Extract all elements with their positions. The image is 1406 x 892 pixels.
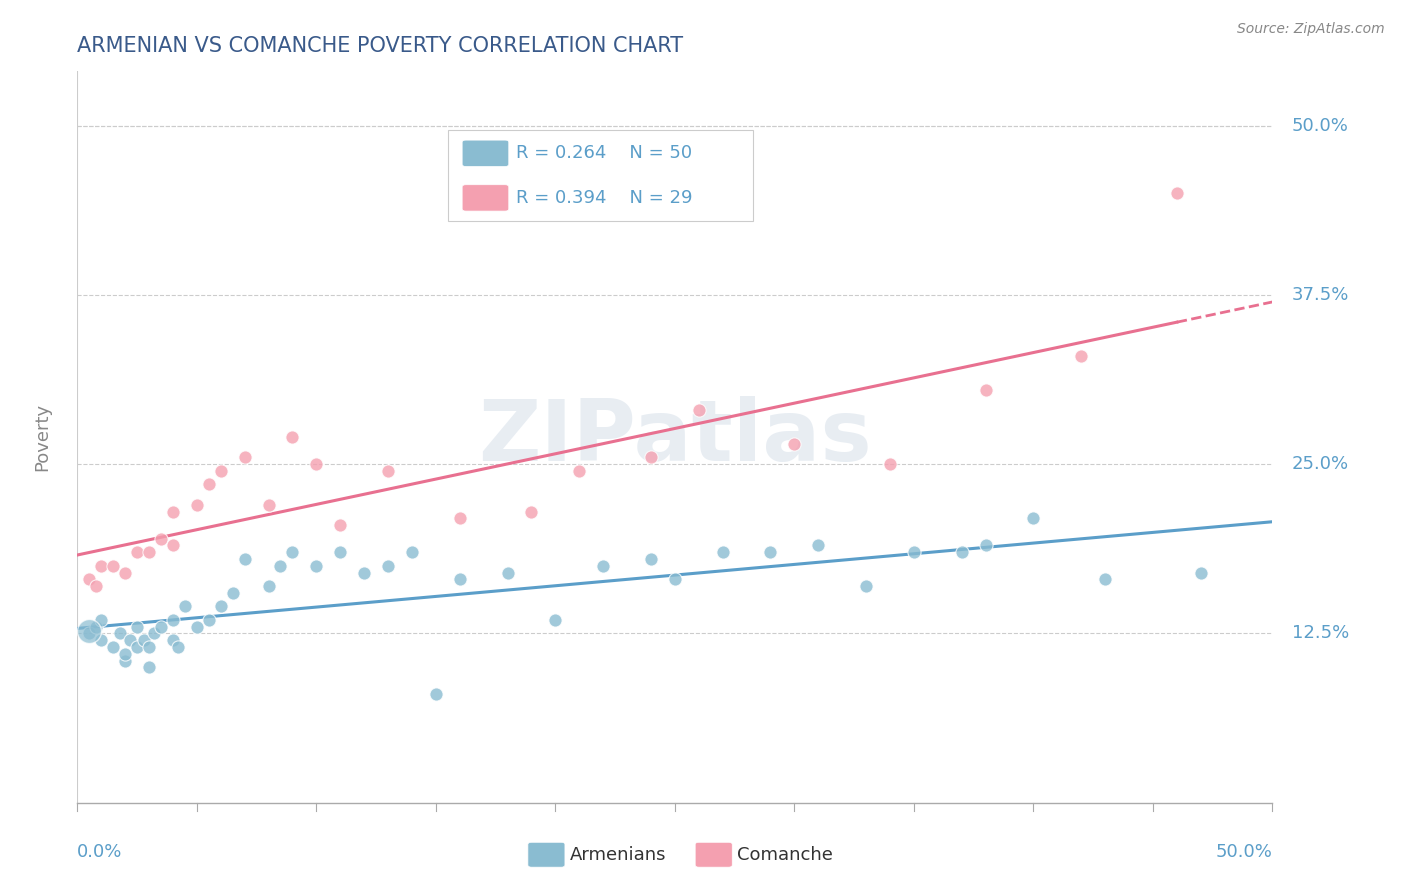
Point [329, 545, 352, 559]
Point [305, 457, 328, 471]
Point [103, 640, 124, 654]
Point [377, 558, 399, 573]
Text: Armenians: Armenians [569, 846, 666, 863]
Point [592, 558, 614, 573]
Point [118, 633, 141, 648]
Point [353, 566, 375, 580]
Text: ZIPatlas: ZIPatlas [478, 395, 872, 479]
Point [520, 505, 543, 519]
Point [807, 538, 830, 552]
Text: 37.5%: 37.5% [1292, 285, 1348, 304]
Point [79, 624, 101, 638]
Point [174, 599, 197, 614]
Point [79, 626, 101, 640]
Point [138, 640, 160, 654]
FancyBboxPatch shape [527, 842, 565, 867]
Point [449, 572, 471, 586]
Point [1022, 511, 1045, 525]
Point [150, 532, 173, 546]
Point [640, 552, 662, 566]
Point [209, 464, 232, 478]
Text: 25.0%: 25.0% [1292, 455, 1348, 473]
Point [138, 660, 160, 674]
Point [496, 566, 519, 580]
Text: R = 0.264    N = 50: R = 0.264 N = 50 [516, 145, 692, 162]
Point [401, 545, 423, 559]
Point [86, 579, 108, 593]
FancyBboxPatch shape [695, 842, 733, 867]
Text: Source: ZipAtlas.com: Source: ZipAtlas.com [1237, 22, 1385, 37]
Point [1189, 566, 1212, 580]
Point [425, 688, 447, 702]
Point [197, 477, 219, 491]
Point [162, 633, 184, 648]
Point [222, 586, 245, 600]
Point [134, 633, 156, 648]
Point [879, 457, 901, 471]
Point [79, 572, 101, 586]
Point [329, 518, 352, 533]
Point [197, 613, 219, 627]
Point [974, 538, 997, 552]
Point [127, 640, 149, 654]
Text: ARMENIAN VS COMANCHE POVERTY CORRELATION CHART: ARMENIAN VS COMANCHE POVERTY CORRELATION… [77, 36, 683, 56]
Point [1094, 572, 1116, 586]
Point [449, 511, 471, 525]
Point [90, 558, 112, 573]
Point [257, 498, 280, 512]
Text: 50.0%: 50.0% [1216, 844, 1272, 862]
FancyBboxPatch shape [463, 185, 509, 211]
Point [688, 403, 710, 417]
Point [974, 383, 997, 397]
Point [90, 613, 112, 627]
Point [233, 552, 256, 566]
Point [305, 558, 328, 573]
Point [270, 558, 292, 573]
Point [103, 558, 124, 573]
Point [186, 498, 208, 512]
Point [166, 640, 188, 654]
Point [86, 620, 108, 634]
Point [950, 545, 973, 559]
Point [150, 620, 173, 634]
Point [855, 579, 877, 593]
FancyBboxPatch shape [449, 130, 752, 221]
Point [640, 450, 662, 465]
Text: 12.5%: 12.5% [1292, 624, 1348, 642]
Point [377, 464, 399, 478]
Point [138, 545, 160, 559]
Point [90, 633, 112, 648]
Point [209, 599, 232, 614]
Point [127, 620, 149, 634]
Point [544, 613, 567, 627]
Point [114, 647, 136, 661]
FancyBboxPatch shape [463, 140, 509, 167]
Point [759, 545, 782, 559]
Point [110, 626, 132, 640]
Point [1070, 349, 1092, 363]
Point [903, 545, 925, 559]
Point [186, 620, 208, 634]
Text: Comanche: Comanche [737, 846, 832, 863]
Point [664, 572, 686, 586]
Text: Poverty: Poverty [32, 403, 51, 471]
Text: R = 0.394    N = 29: R = 0.394 N = 29 [516, 189, 692, 207]
Point [162, 505, 184, 519]
Point [1166, 186, 1188, 201]
Point [568, 464, 591, 478]
Point [783, 437, 806, 451]
Point [114, 566, 136, 580]
Point [257, 579, 280, 593]
Point [114, 654, 136, 668]
Point [281, 545, 304, 559]
Point [233, 450, 256, 465]
Text: 50.0%: 50.0% [1292, 117, 1348, 135]
Point [281, 430, 304, 444]
Point [162, 538, 184, 552]
Text: 0.0%: 0.0% [77, 844, 122, 862]
Point [142, 626, 165, 640]
Point [162, 613, 184, 627]
Point [711, 545, 734, 559]
Point [127, 545, 149, 559]
